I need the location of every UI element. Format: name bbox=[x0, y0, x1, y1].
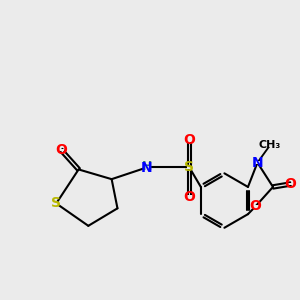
FancyBboxPatch shape bbox=[187, 166, 192, 169]
Text: O: O bbox=[55, 143, 67, 157]
FancyBboxPatch shape bbox=[59, 148, 64, 152]
Text: O: O bbox=[184, 133, 195, 147]
FancyBboxPatch shape bbox=[288, 183, 293, 185]
FancyBboxPatch shape bbox=[144, 166, 149, 169]
FancyBboxPatch shape bbox=[187, 195, 192, 198]
FancyBboxPatch shape bbox=[265, 143, 275, 147]
Text: S: S bbox=[184, 160, 194, 175]
Text: O: O bbox=[250, 200, 261, 213]
Text: O: O bbox=[285, 177, 296, 191]
FancyBboxPatch shape bbox=[144, 166, 149, 169]
FancyBboxPatch shape bbox=[253, 205, 258, 208]
FancyBboxPatch shape bbox=[187, 139, 192, 142]
FancyBboxPatch shape bbox=[54, 202, 59, 205]
Text: CH₃: CH₃ bbox=[259, 140, 281, 150]
Text: O: O bbox=[184, 190, 195, 204]
Text: S: S bbox=[51, 196, 61, 211]
Text: N: N bbox=[141, 161, 152, 176]
Text: N: N bbox=[252, 156, 263, 170]
Text: H: H bbox=[141, 160, 152, 172]
FancyBboxPatch shape bbox=[255, 161, 260, 164]
FancyBboxPatch shape bbox=[143, 165, 151, 170]
